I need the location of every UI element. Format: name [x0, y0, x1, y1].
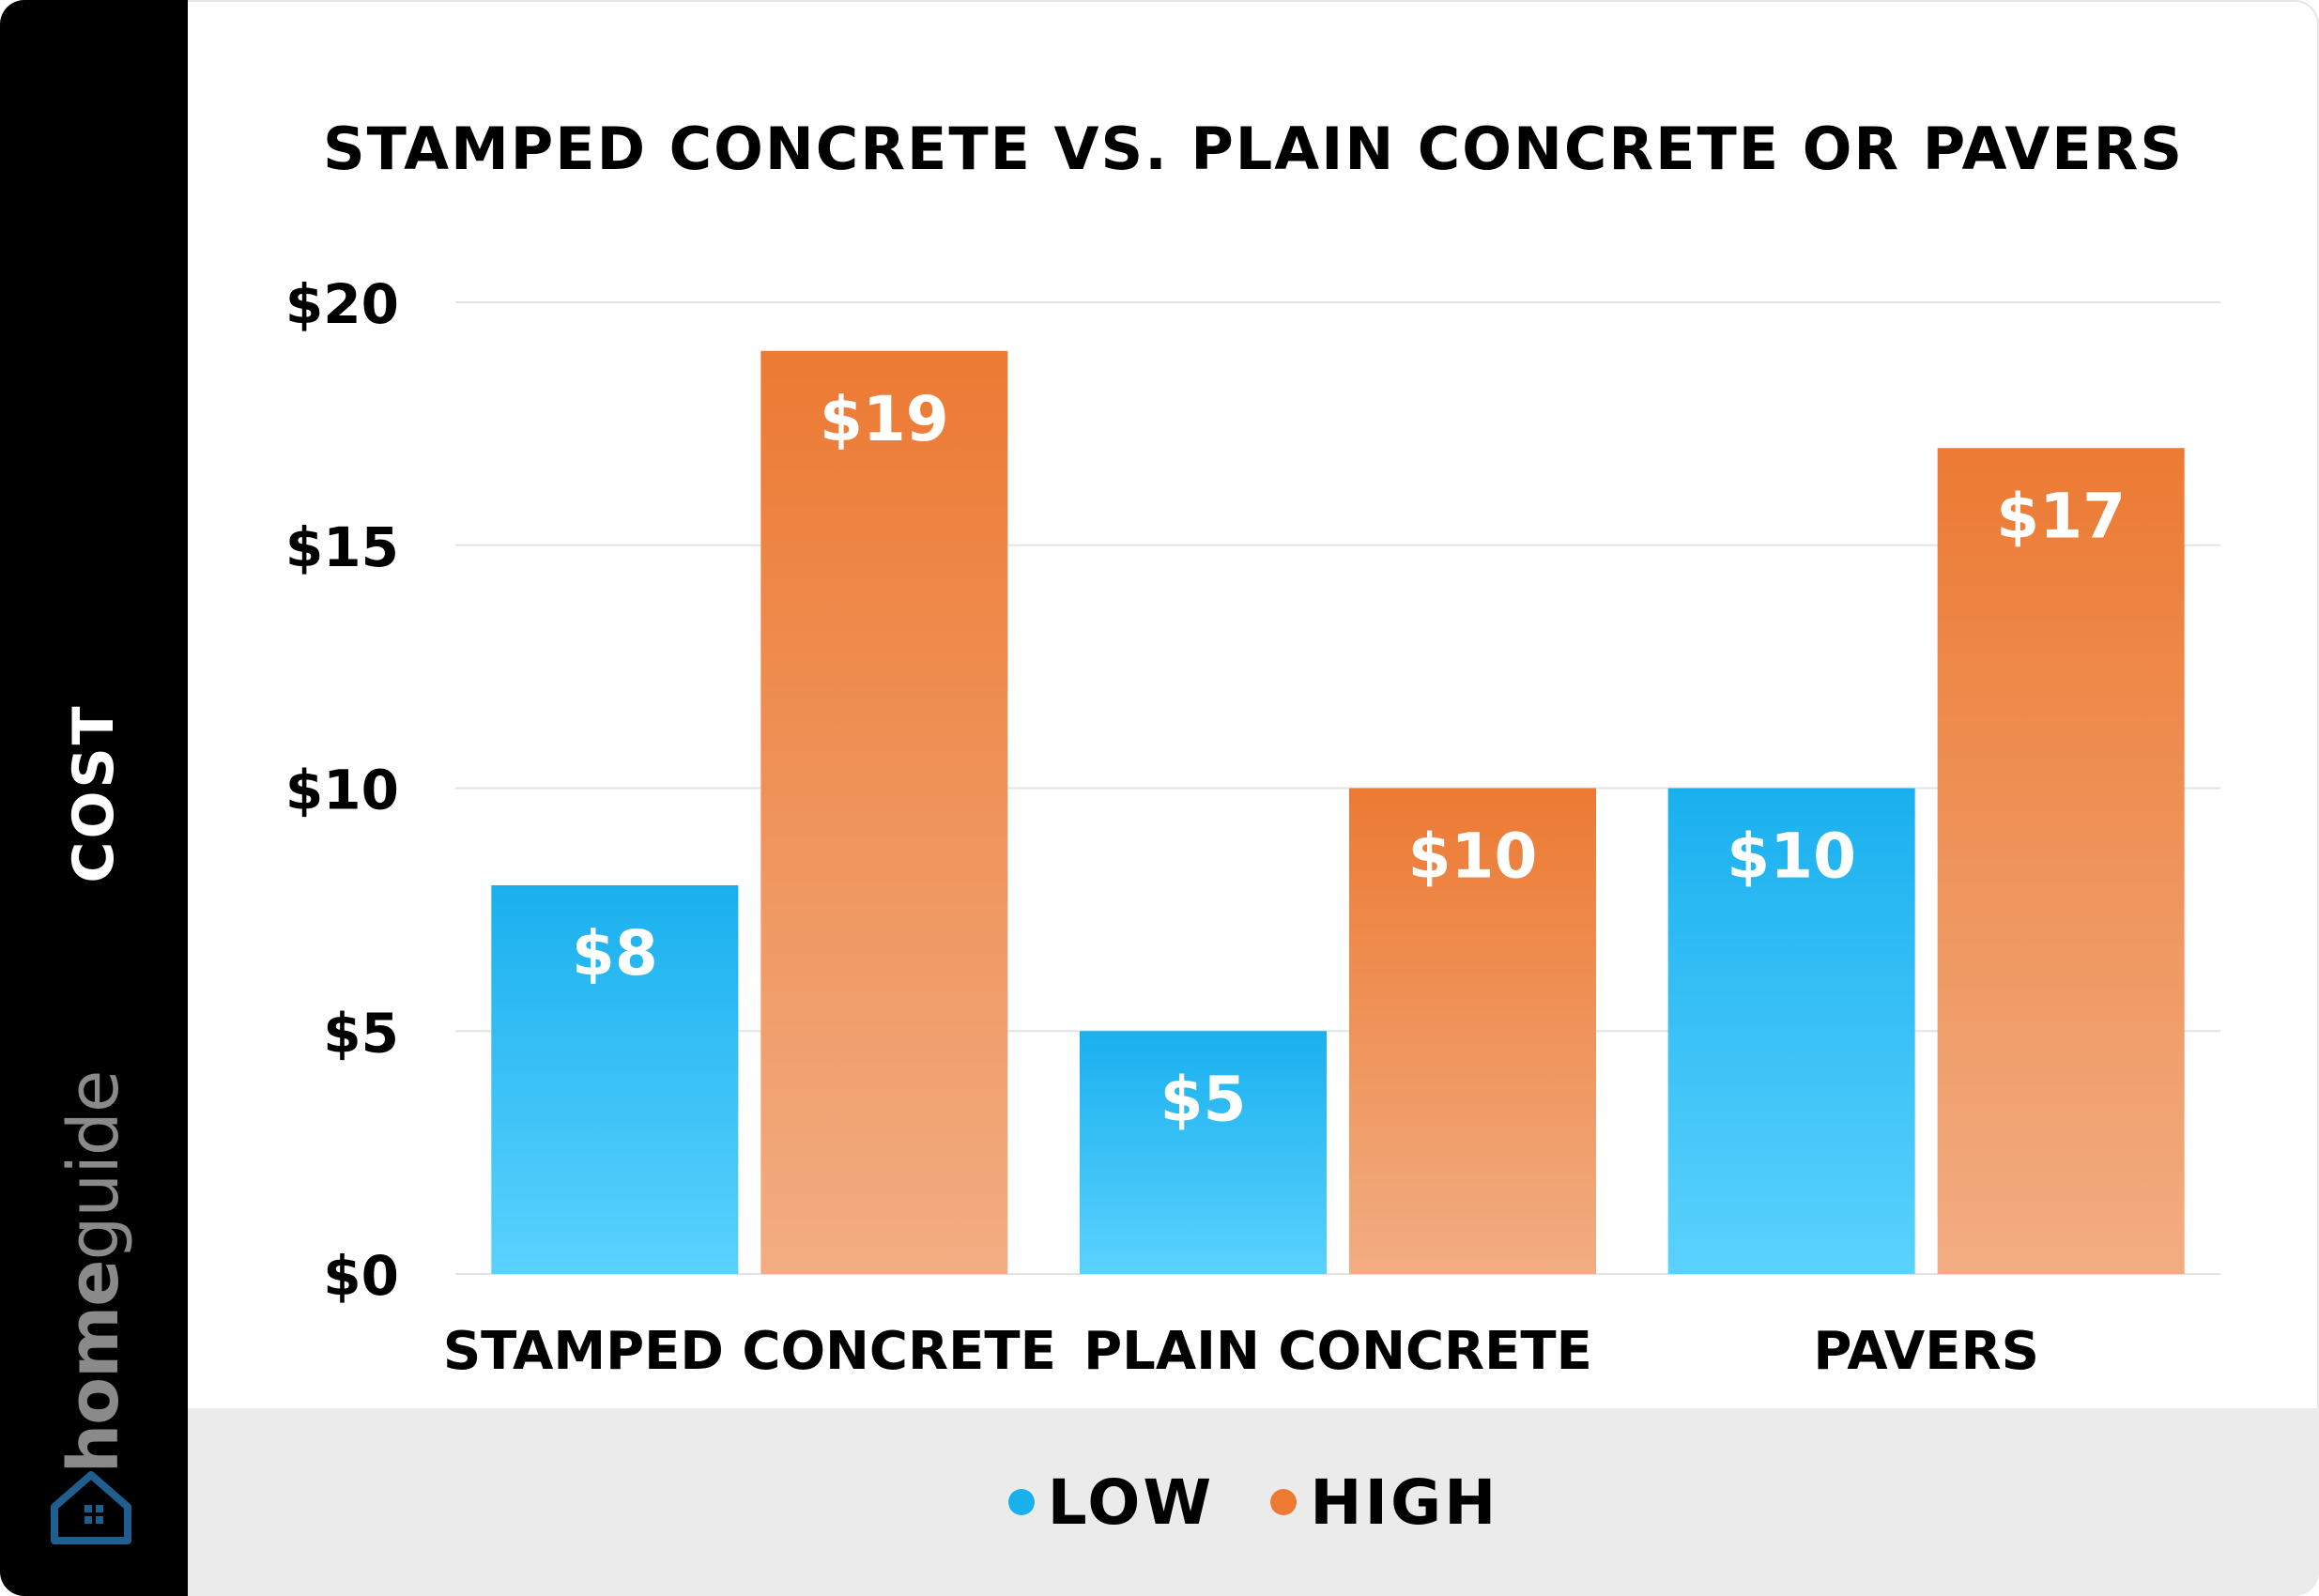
bar-value-label: $17 [1996, 480, 2126, 552]
bar-high [1349, 788, 1596, 1274]
y-tick-label: $5 [323, 1001, 399, 1065]
bar-value-label: $10 [1408, 821, 1538, 893]
y-tick-label: $15 [285, 515, 399, 579]
bar-value-label: $19 [820, 383, 949, 455]
bar-high [1937, 448, 2185, 1274]
bar-low [1667, 788, 1915, 1274]
bar-low [491, 885, 739, 1274]
bar-high [760, 350, 1008, 1274]
legend-dot-high [1270, 1489, 1298, 1515]
legend-label-low: LOW [1047, 1466, 1215, 1539]
chart-title: STAMPED CONCRETE VS. PLAIN CONCRETE OR P… [322, 115, 2185, 183]
bar-value-label: $10 [1727, 821, 1856, 893]
x-tick-label: PLAIN CONCRETE [1083, 1321, 1592, 1382]
y-tick-label: $0 [323, 1244, 399, 1308]
legend-item-low: LOW [1007, 1466, 1215, 1539]
x-tick-label: PAVERS [1813, 1321, 2039, 1382]
house-logo-icon [51, 1471, 131, 1544]
y-tick-label: $10 [285, 759, 399, 822]
bar-value-label: $5 [1160, 1063, 1247, 1135]
plot-area: $0 $5 $10 $15 $20 $8 $19 $5 $10 $10 $17 STAMPED C… [285, 272, 2220, 1382]
bar-value-label: $8 [572, 917, 658, 990]
legend-label-high: HIGH [1310, 1466, 1499, 1539]
legend: LOW HIGH [188, 1408, 2319, 1596]
sidebar: COST homeguide [0, 0, 188, 1596]
legend-bar: LOW HIGH [188, 1408, 2319, 1596]
bar-low [1080, 1031, 1327, 1274]
legend-dot-low [1007, 1489, 1035, 1515]
y-tick-label: $20 [285, 272, 399, 336]
legend-item-high: HIGH [1270, 1466, 1498, 1539]
x-tick-label: STAMPED CONCRETE [443, 1321, 1056, 1382]
